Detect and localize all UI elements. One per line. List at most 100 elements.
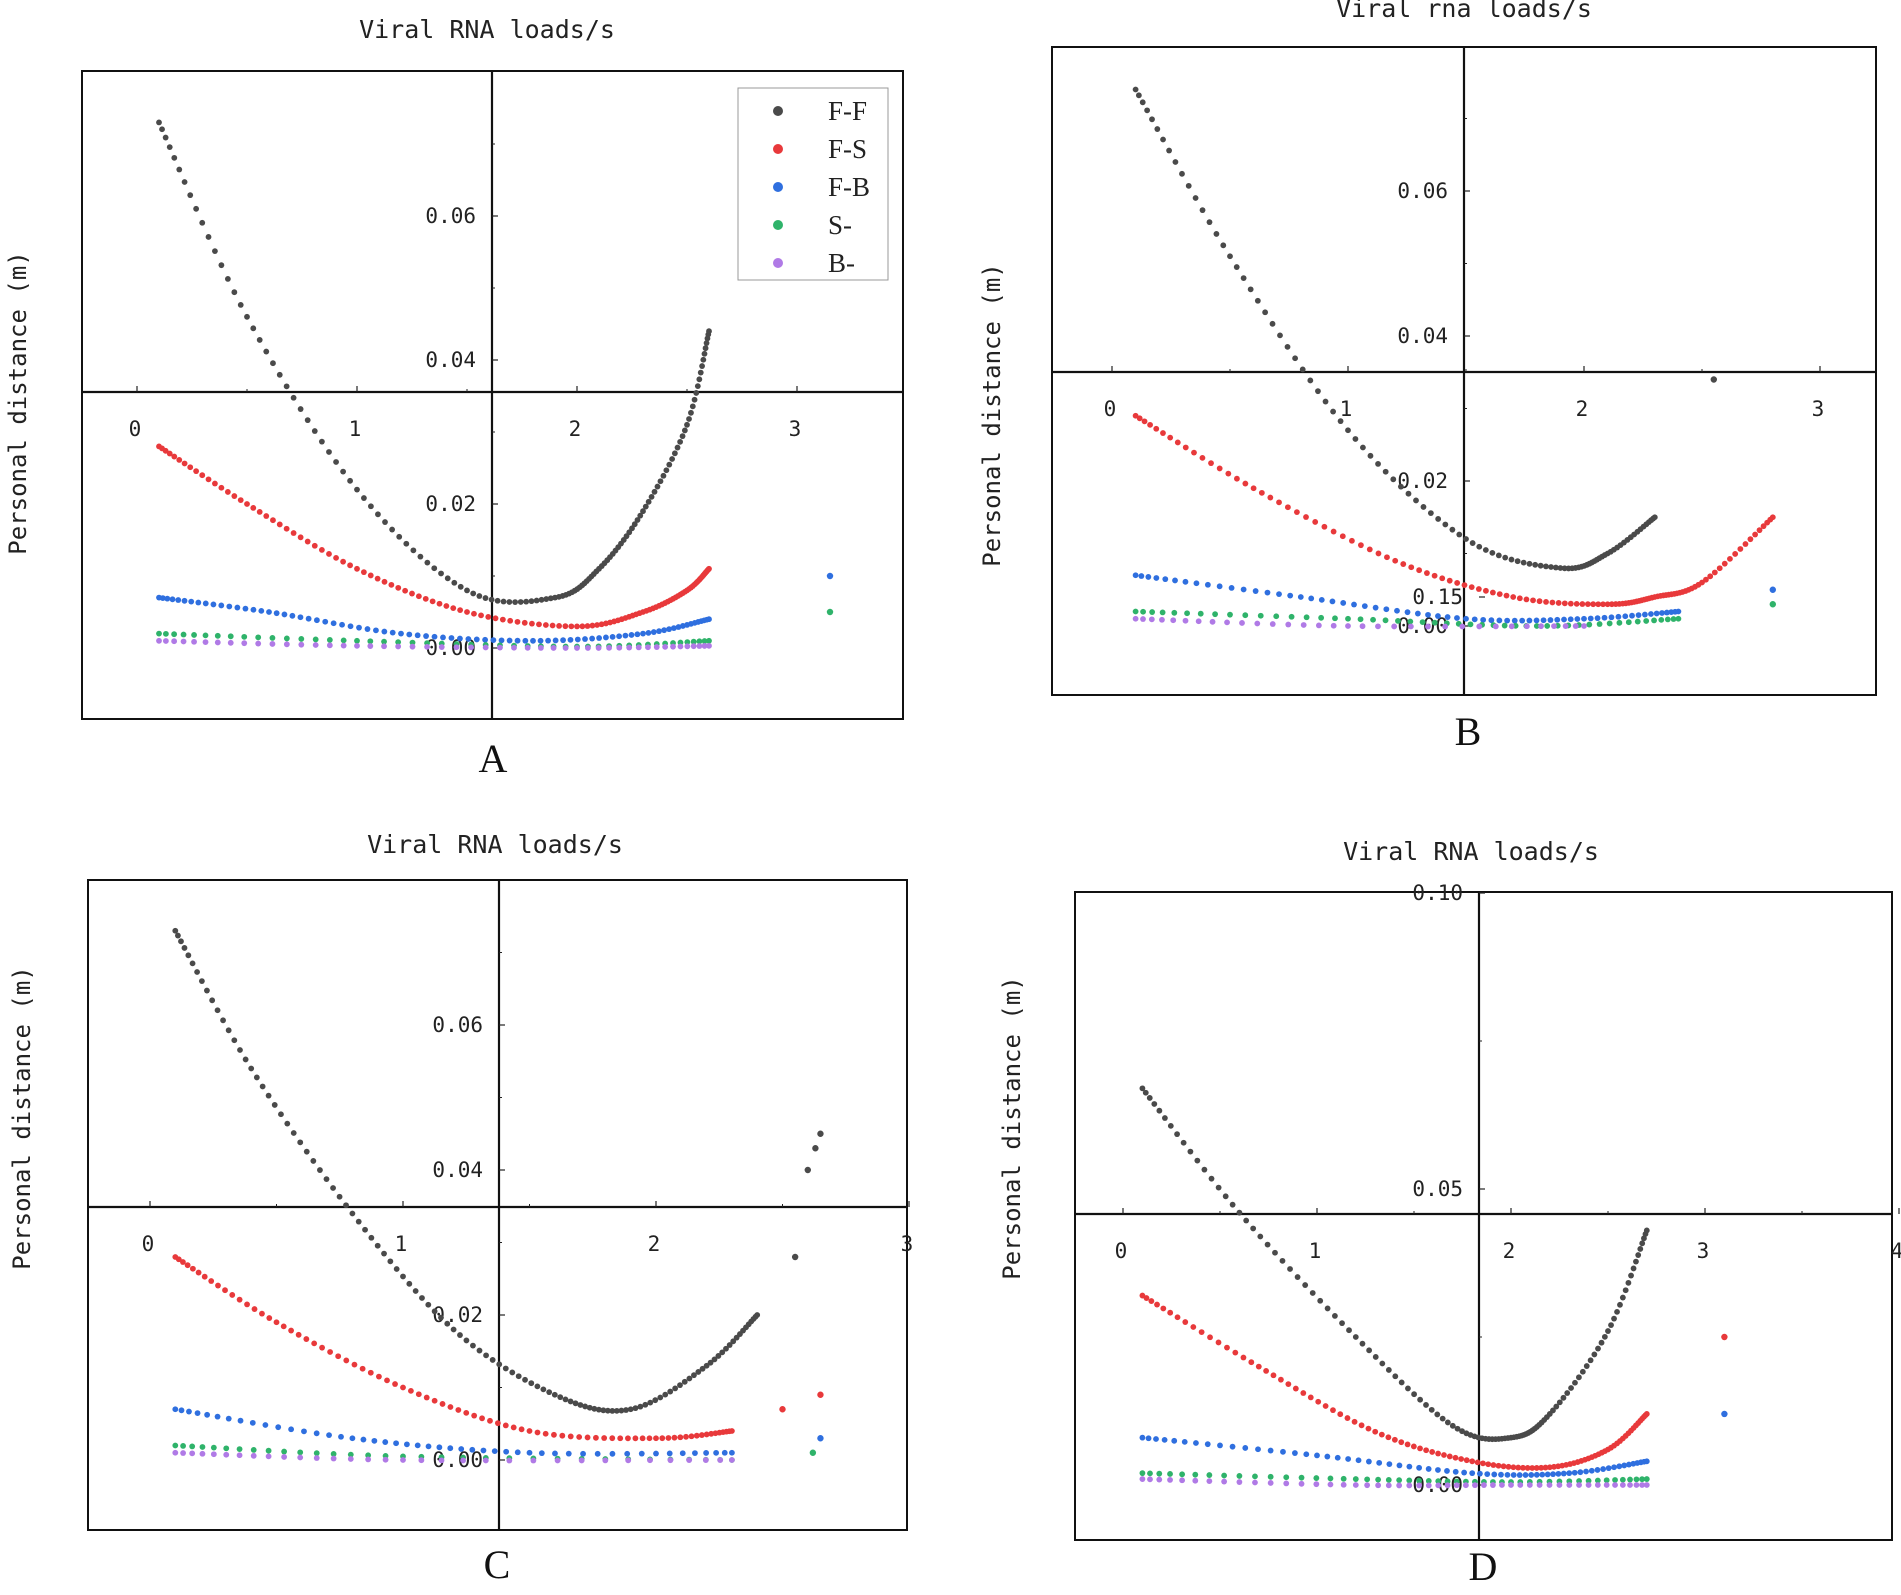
data-point [1300,622,1307,628]
data-point [381,1250,387,1257]
data-point [1139,1434,1146,1441]
x-tick-label: 2 [569,417,582,441]
data-point [297,614,304,621]
series-F-S [156,443,712,630]
data-point [1526,1482,1533,1488]
data-point [1179,1471,1186,1478]
data-point [330,1451,337,1457]
data-point [534,1383,541,1390]
data-point [637,512,644,519]
data-point [1135,92,1142,99]
data-point [269,641,276,647]
data-point [298,636,305,642]
data-point [480,1447,487,1454]
data-point [529,620,535,627]
data-point [360,569,367,576]
data-point [617,1435,624,1442]
data-point [1153,1436,1159,1442]
data-point [708,1430,715,1437]
data-point [1375,550,1382,557]
data-point [1442,521,1449,528]
data-point [171,638,178,645]
data-point [1538,623,1544,630]
data-point [172,927,179,934]
data-point [593,1434,599,1441]
data-point [172,1442,179,1449]
data-point [1153,575,1160,581]
data-point [706,565,712,572]
data-point [506,599,513,605]
data-point [172,1406,179,1413]
data-point [1285,1381,1292,1388]
data-point [319,1344,325,1351]
data-point [1567,600,1574,607]
data-point [436,600,443,607]
data-point [502,1365,509,1372]
data-point [1555,1470,1562,1477]
data-point [227,633,234,640]
data-point [1625,1279,1632,1286]
data-point [1254,297,1261,304]
data-point [1600,1466,1607,1472]
data-point [175,597,182,603]
data-point [1197,610,1204,617]
data-point [1322,398,1329,405]
data-point [482,1457,489,1464]
data-point [586,1404,593,1411]
data-point [1603,1482,1610,1488]
data-point [1488,617,1495,624]
data-point [1314,1452,1320,1459]
data-point [677,1434,684,1441]
data-point [1583,1363,1590,1369]
y-tick-label: 0.06 [1397,179,1448,203]
data-point [382,1439,389,1445]
data-point [266,1315,273,1321]
data-point [156,637,162,644]
data-point [1428,1406,1435,1413]
data-point [262,1422,269,1428]
data-point [1161,1436,1168,1443]
data-point [632,1435,639,1442]
data-point [414,1442,421,1449]
series-F-F [1139,1085,1650,1443]
data-point [1182,617,1189,624]
data-point [365,1452,372,1459]
data-point [234,604,241,611]
data-point [1643,618,1650,624]
y-axis-label: Personal distance (m) [998,976,1026,1279]
data-point [1352,1482,1359,1488]
data-point [567,1433,574,1440]
data-point [1284,343,1291,350]
data-point [540,1386,547,1393]
chart-title: Viral RNA loads/s [1343,837,1599,866]
data-point [1621,1462,1628,1469]
data-point [1383,606,1390,613]
data-point [1355,1457,1362,1464]
data-point [1572,1379,1578,1386]
data-point [1390,476,1397,483]
data-point [707,1359,714,1366]
data-point [1622,613,1629,620]
data-point [490,637,497,643]
data-point [730,1338,737,1345]
data-point [488,596,495,603]
data-point [1267,1473,1274,1480]
data-point [1382,468,1389,475]
data-point [278,1111,284,1118]
data-point [1406,1477,1413,1484]
data-point [1490,1462,1497,1468]
data-point [1520,559,1527,566]
data-point [1327,1475,1334,1482]
data-point [311,1340,318,1347]
data-point [381,643,387,650]
data-point [1375,623,1381,630]
data-point [326,637,333,643]
data-point [312,636,319,643]
data-point [1612,1477,1618,1483]
data-point [1283,1480,1290,1487]
data-point [1156,1476,1163,1483]
data-point [595,1406,602,1413]
data-point [1489,549,1496,556]
data-point [1236,1473,1243,1479]
data-point [362,1226,368,1233]
